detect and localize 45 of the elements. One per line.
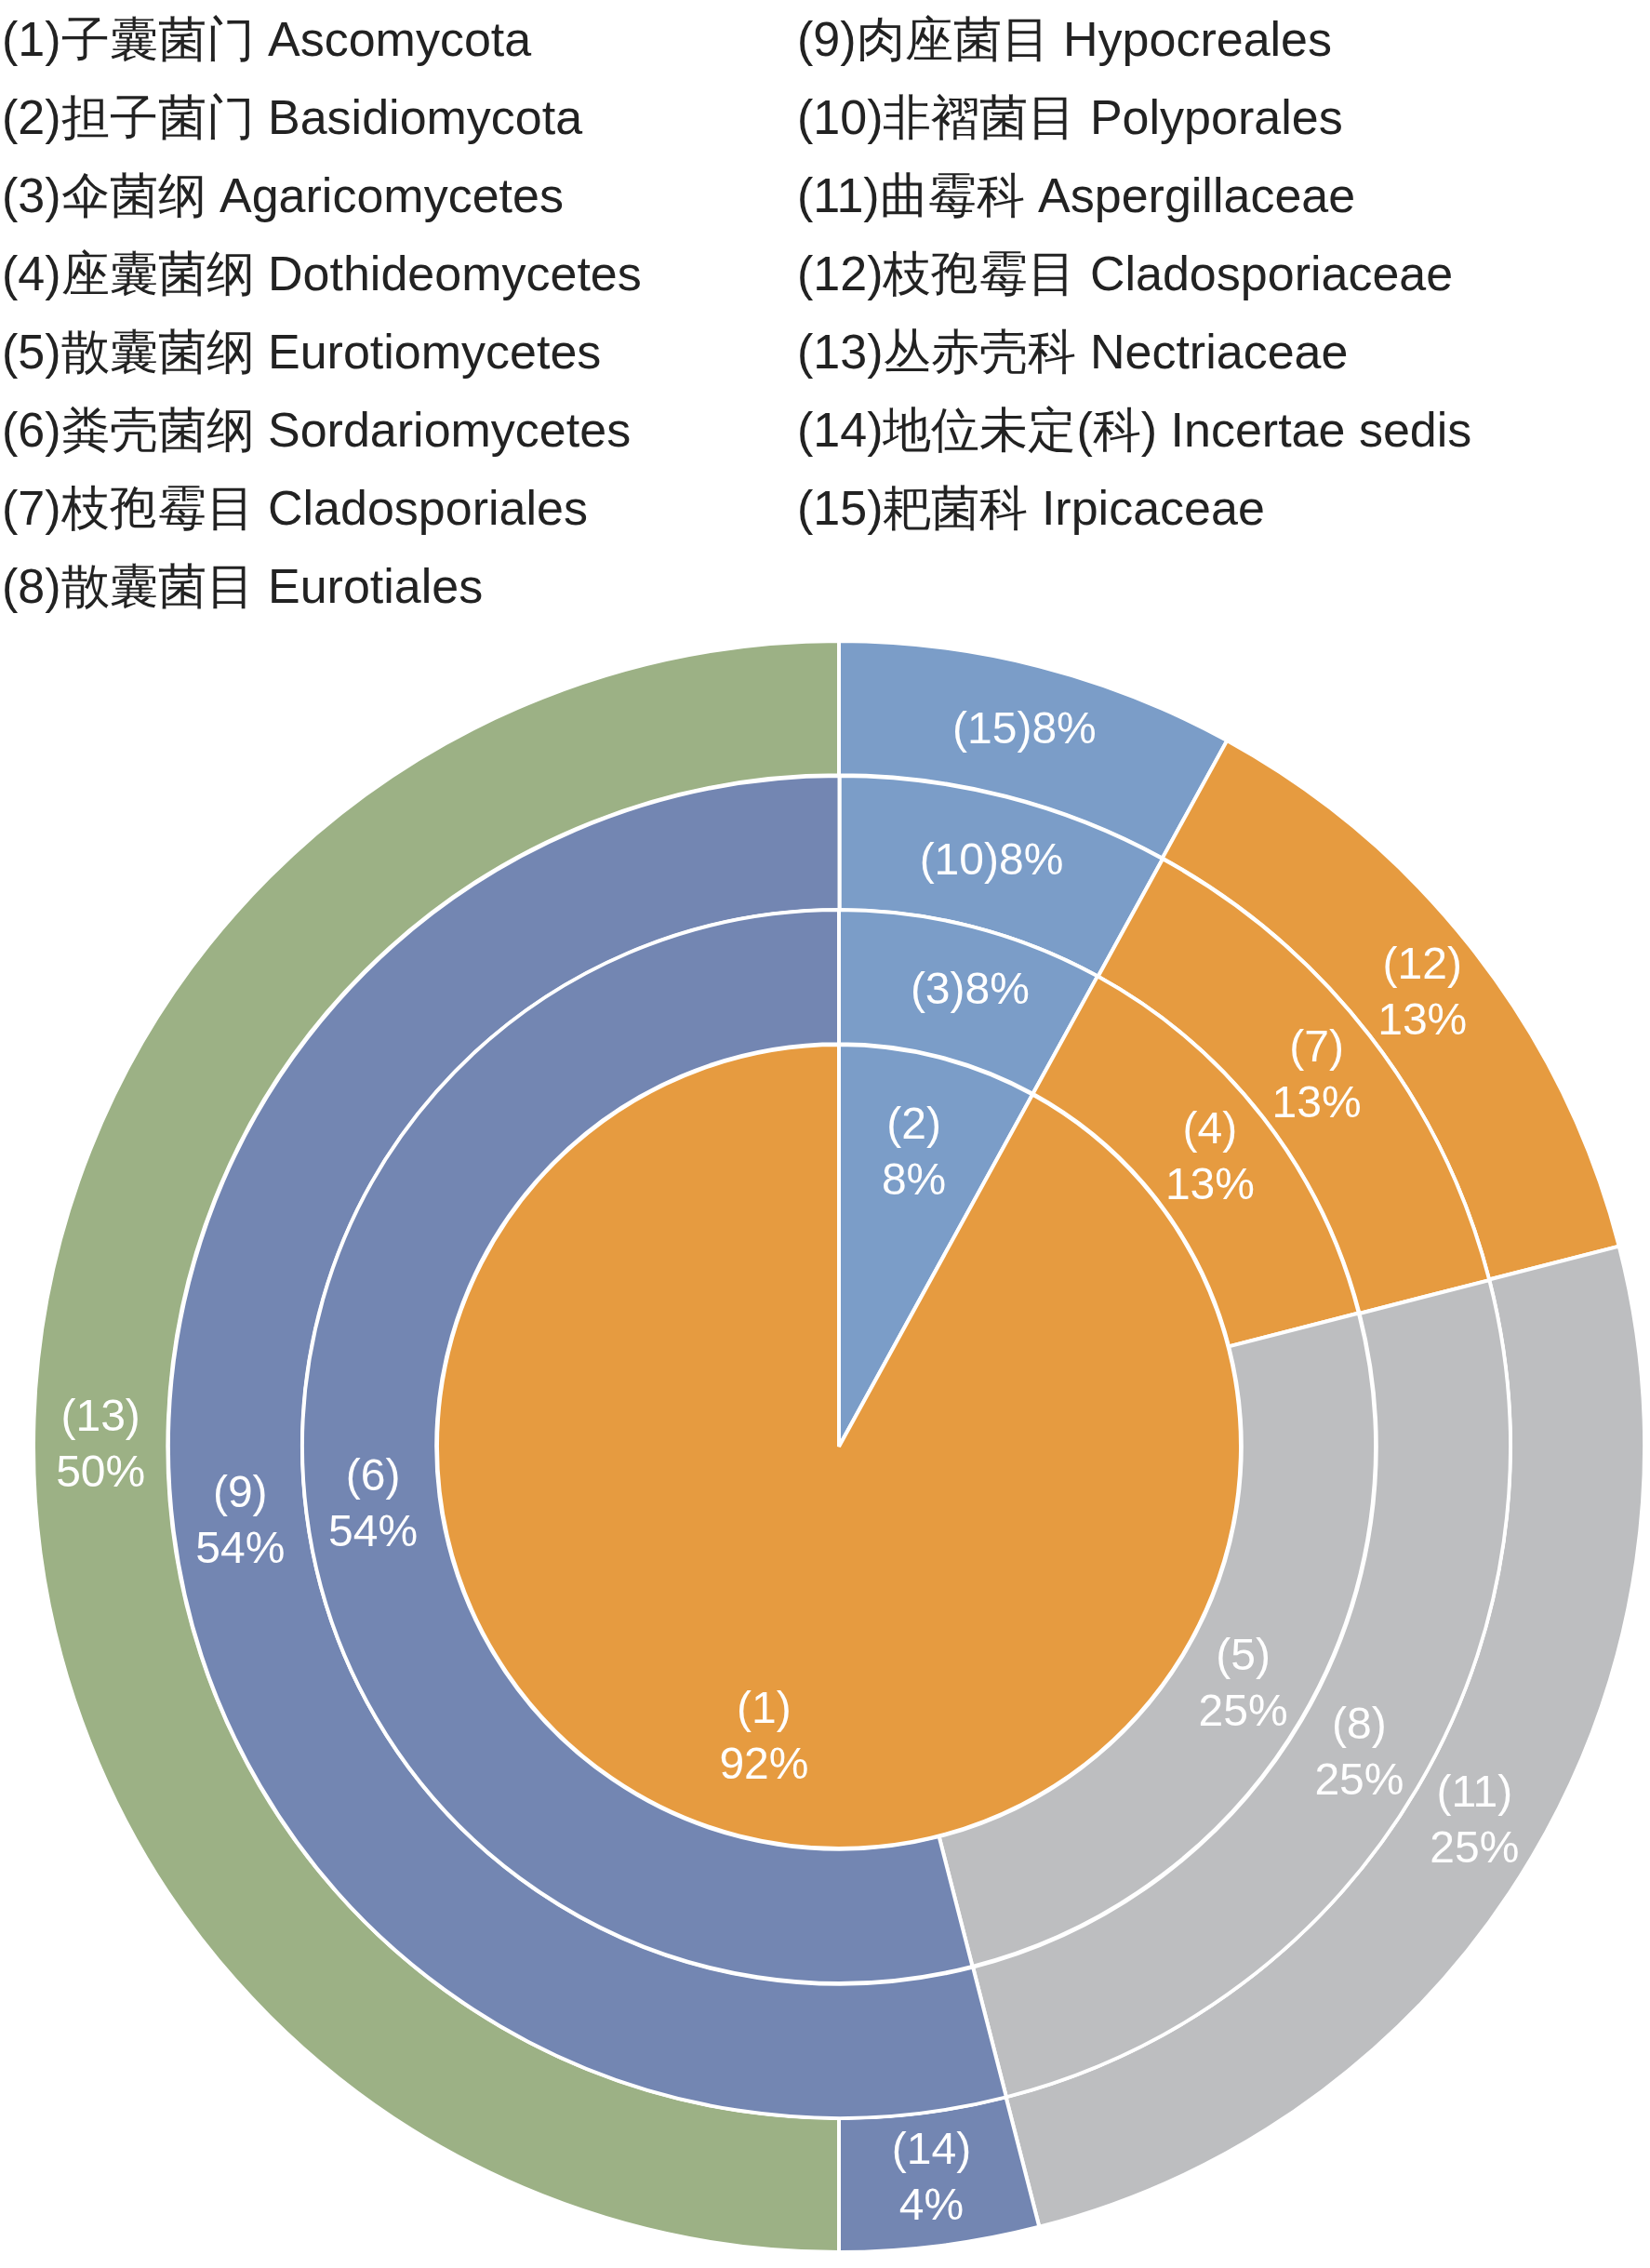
text: (3)伞菌纲 Agaricomycetes [2,167,565,224]
slice-label: (3) [910,964,965,1014]
slice-label: (1) [737,1683,792,1733]
slice-label: (14) [891,2123,972,2173]
data-label: 25% [1313,1754,1404,1804]
data-label: 25% [1430,1822,1520,1873]
text: (10)非褶菌目 Polyporales [797,89,1344,146]
slice-label: (4) [1182,1102,1238,1153]
data-label: 8% [881,1154,947,1205]
data-label: 54% [328,1505,419,1555]
data-label: 50% [56,1447,146,1497]
text: (12)枝孢霉目 Cladosporiaceae [797,246,1455,302]
slice-label: (5) [1216,1630,1271,1680]
text: (14)地位未定(科) Incertae sedis [797,402,1473,459]
data-label: 13% [1164,1158,1255,1208]
slice-label: (11) [1436,1767,1513,1817]
slice-label: (2) [886,1099,941,1149]
text: (4)座囊菌纲 Dothideomycetes [2,246,643,302]
text: (13)丛赤壳科 Nectriaceae [797,324,1350,380]
slice-label: (15) [952,703,1032,754]
data-label: 54% [194,1522,285,1572]
text: (9)肉座菌目 Hypocreales [797,11,1334,68]
text: (11)曲霉科 Aspergillaceae [797,167,1357,224]
data-label: 8% [965,964,1030,1014]
data-label: 13% [1271,1076,1362,1127]
slice-label: (12) [1382,938,1462,988]
text: (2)担子菌门 Basidiomycota [2,89,584,146]
slice-label: (10) [919,834,999,884]
slice-label: (7) [1288,1021,1344,1071]
data-label: 8% [1031,703,1097,754]
data-label: 25% [1198,1686,1288,1736]
slice-label: (9) [212,1466,268,1516]
data-label: 92% [719,1739,809,1789]
data-label: 13% [1377,994,1468,1044]
data-label: 8% [998,834,1063,884]
slice-label: (6) [345,1449,401,1500]
text: (7)枝孢霉目 Cladosporiales [2,480,589,537]
slice-label: (13) [60,1391,140,1441]
text: (5)散囊菌纲 Eurotiomycetes [2,324,603,380]
text: (6)粪壳菌纲 Sordariomycetes [2,402,632,459]
text: (8)散囊菌目 Eurotiales [2,558,485,615]
text: (1)子囊菌门 Ascomycota [2,11,533,68]
data-label: 4% [898,2179,965,2229]
text: (15)耙菌科 Irpicaceae [797,480,1266,537]
slice-label: (8) [1331,1698,1387,1748]
